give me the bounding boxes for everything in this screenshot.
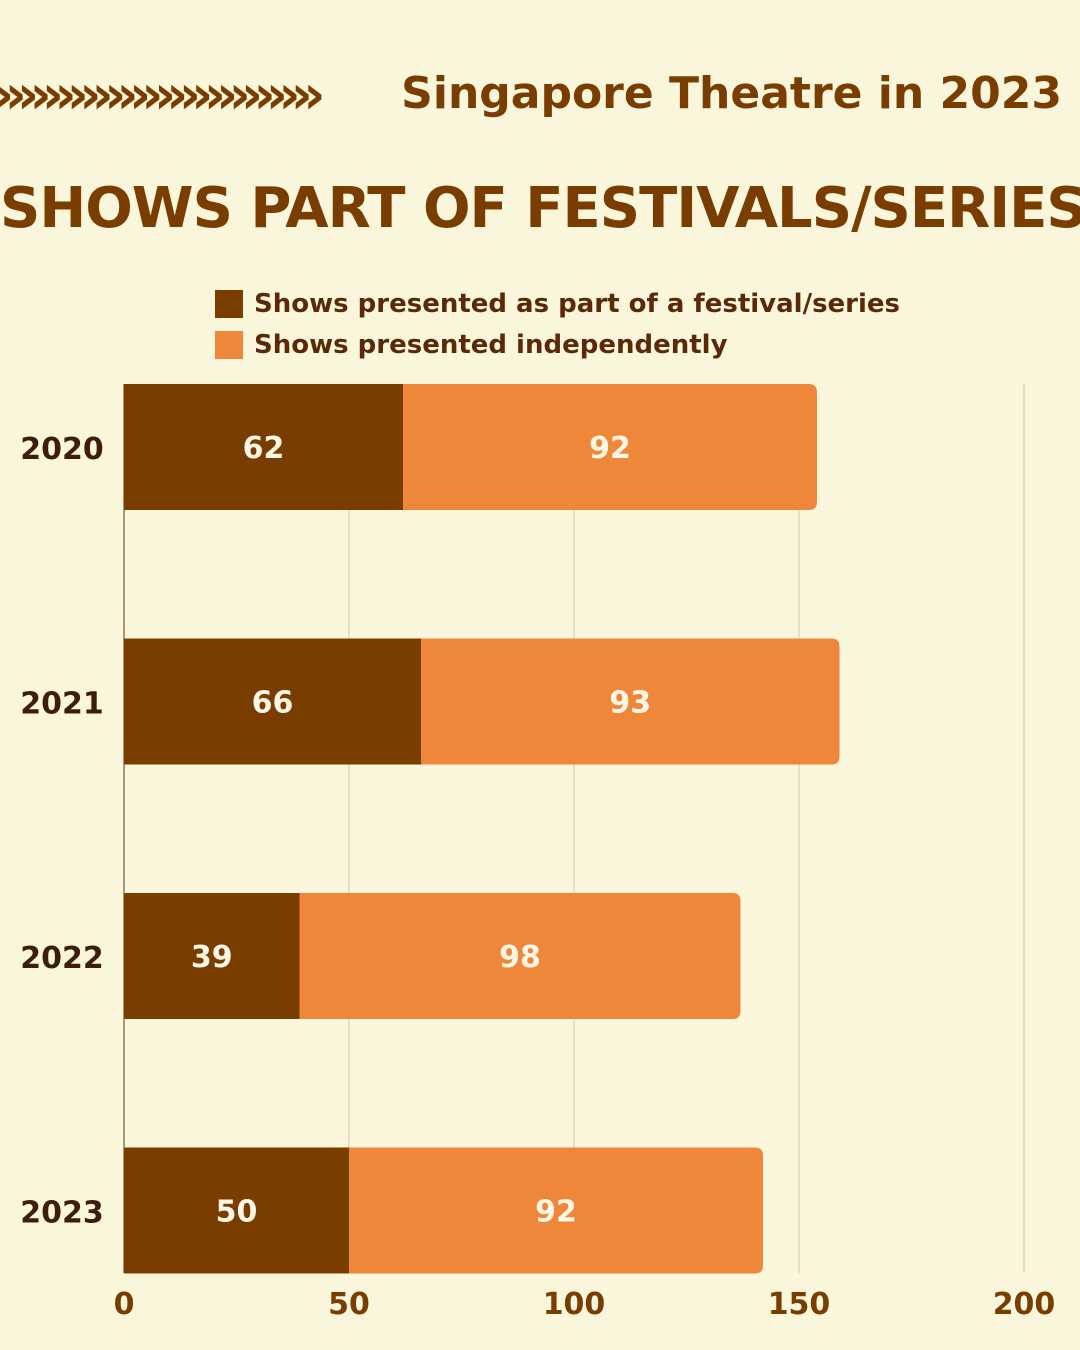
header-arrows-decoration: »»»»»»»»»»»»» [0, 63, 325, 126]
x-tick-label-0: 0 [114, 1287, 135, 1322]
x-tick-label-100: 100 [543, 1287, 606, 1322]
bar-2021-series-1 [421, 638, 840, 765]
bar-2022-series-1 [299, 893, 741, 1019]
legend-label-independent: Shows presented independently [254, 329, 728, 360]
bar-2020-series-1 [403, 384, 817, 510]
x-tick-label-50: 50 [328, 1287, 370, 1322]
y-tick-label-2022: 2022 [20, 941, 104, 976]
x-tick-label-200: 200 [993, 1287, 1056, 1322]
data-label-2020-series-1: 92 [589, 431, 631, 466]
data-label-2021-series-0: 66 [252, 686, 294, 721]
legend-item-independent: Shows presented independently [215, 324, 900, 365]
legend-swatch-festival [215, 289, 243, 318]
data-label-2023-series-1: 92 [535, 1195, 577, 1230]
legend-item-festival: Shows presented as part of a festival/se… [215, 283, 900, 324]
chart-title: SHOWS PART OF FESTIVALS/SERIES [0, 176, 1080, 241]
page-subtitle: Singapore Theatre in 2023 [401, 68, 1062, 119]
y-tick-label-2023: 2023 [20, 1196, 104, 1231]
data-label-2022-series-0: 39 [191, 940, 233, 975]
x-tick-label-150: 150 [768, 1287, 831, 1322]
y-tick-label-2020: 2020 [20, 432, 104, 467]
bar-2021-series-0 [124, 638, 421, 765]
legend: Shows presented as part of a festival/se… [215, 283, 900, 365]
bar-2023-series-1 [349, 1147, 763, 1274]
y-tick-label-2021: 2021 [20, 687, 104, 722]
data-label-2023-series-0: 50 [216, 1195, 258, 1230]
data-label-2020-series-0: 62 [243, 431, 285, 466]
bar-2023-series-0 [124, 1147, 349, 1274]
data-label-2022-series-1: 98 [499, 940, 541, 975]
legend-swatch-independent [215, 330, 243, 359]
data-label-2021-series-1: 93 [609, 686, 651, 721]
legend-label-festival: Shows presented as part of a festival/se… [254, 288, 901, 319]
bar-2020-series-0 [124, 384, 403, 510]
bar-2022-series-0 [124, 893, 300, 1019]
